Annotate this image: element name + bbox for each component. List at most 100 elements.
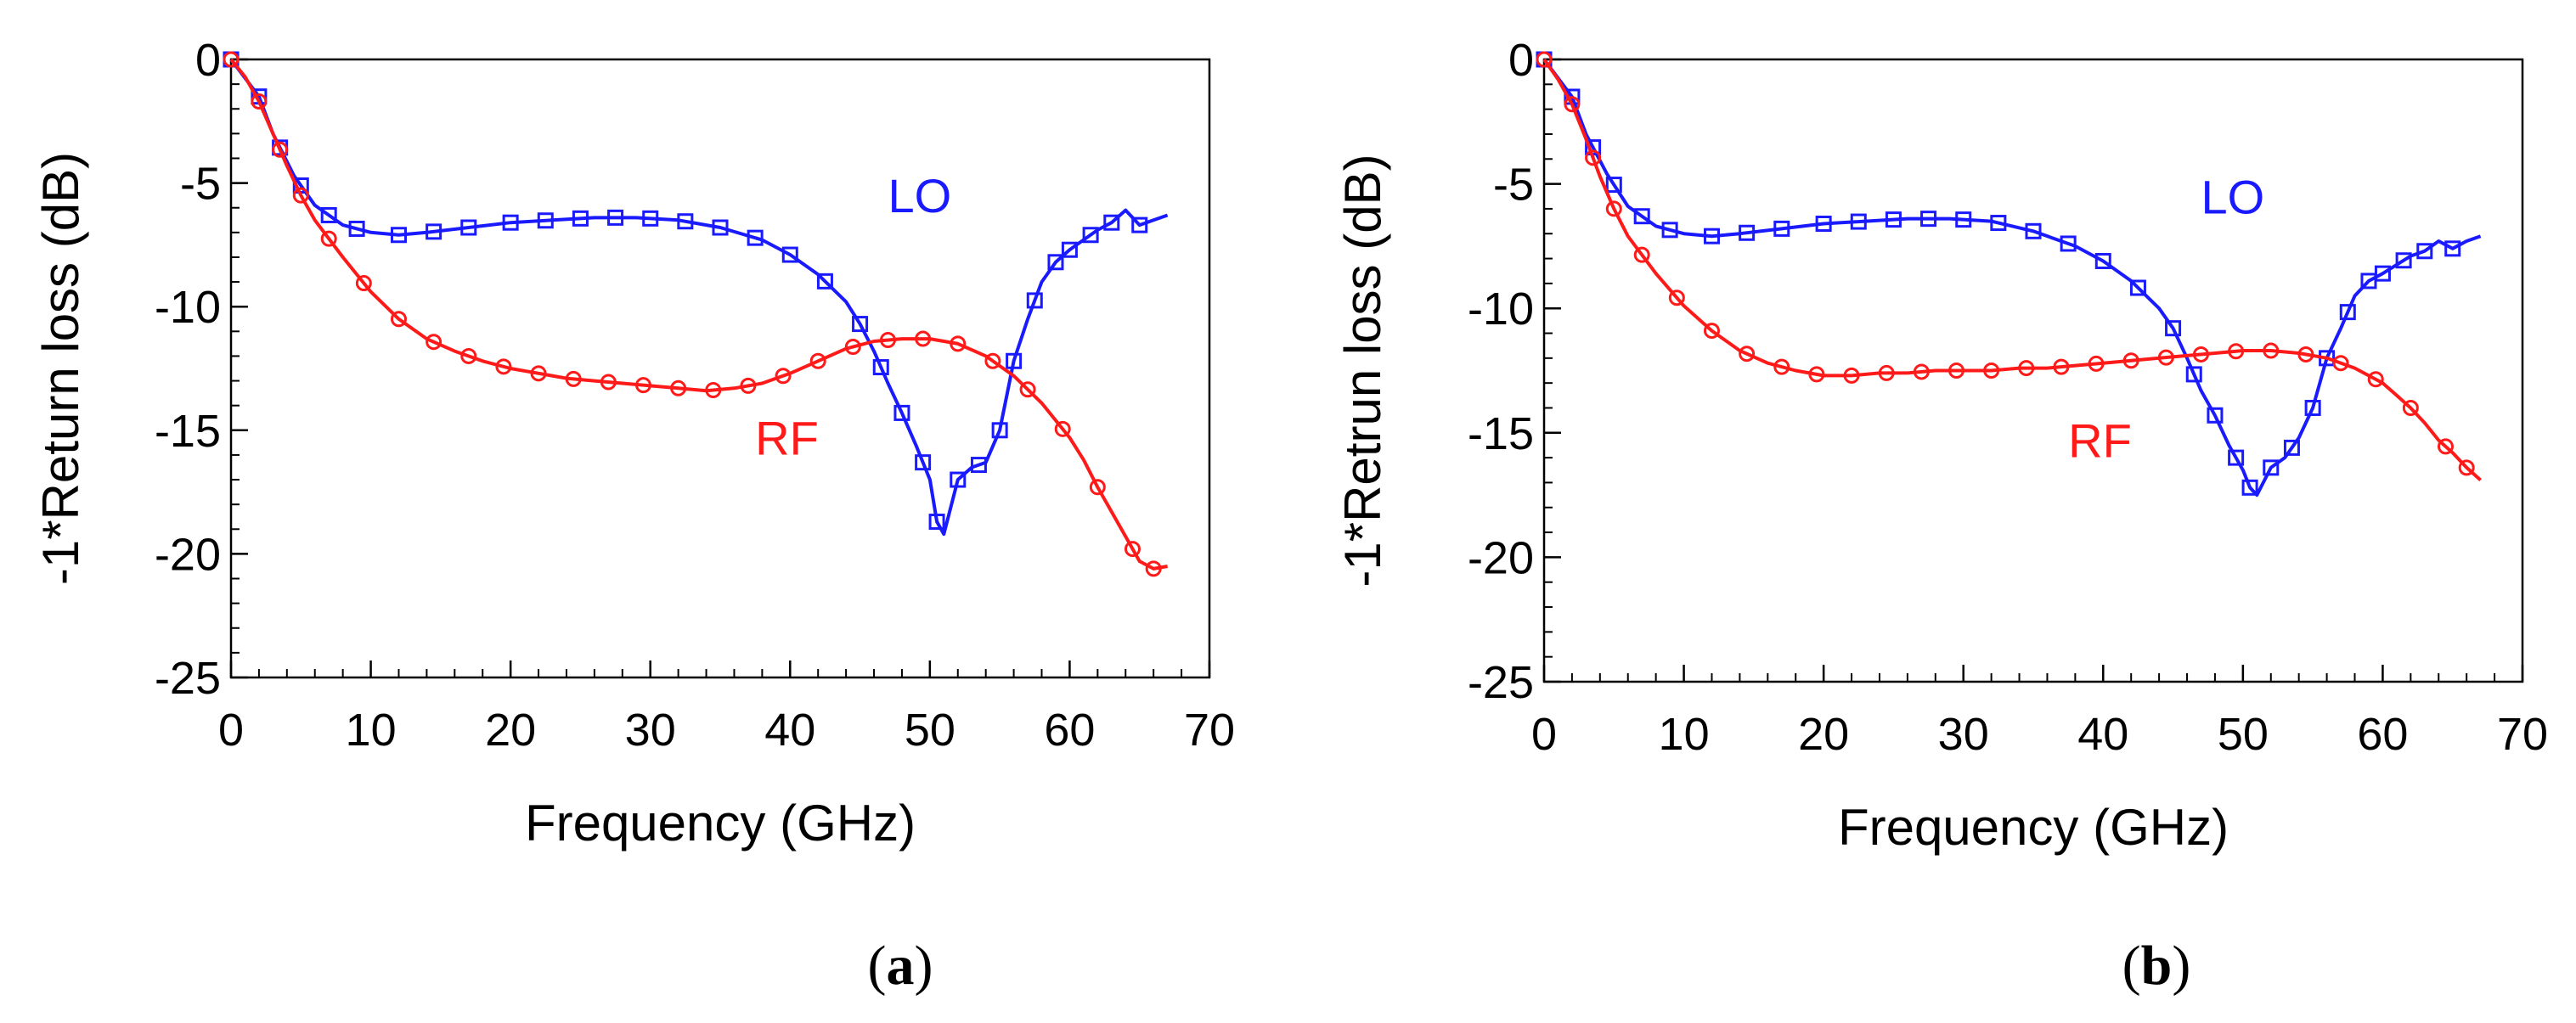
lo-marker: [1131, 216, 1148, 233]
lo-marker: [2283, 439, 2300, 456]
lo-marker: [1103, 214, 1120, 231]
lo-marker: [1082, 227, 1099, 244]
rf-marker: [984, 352, 1001, 369]
rf-marker: [2263, 342, 2280, 359]
x-axis-label: Frequency (GHz): [525, 795, 916, 852]
y-axis-label: -1*Return loss (dB): [32, 152, 89, 585]
chart-panel-a: 0 10 20 30 40 50 60 70 0 -5 -10 -15 -20 -25 Frequency …: [32, 35, 1235, 997]
rf-marker: [1808, 366, 1825, 383]
rf-marker: [670, 379, 687, 396]
rf-marker: [1948, 363, 1964, 379]
y-axis-label: -1*Retrun loss (dB): [1334, 154, 1391, 587]
rf-marker: [2402, 399, 2419, 416]
rf-marker: [1878, 364, 1895, 381]
lo-marker: [2094, 252, 2111, 269]
rf-marker: [1913, 363, 1930, 380]
y-tick-label: -20: [155, 529, 221, 580]
lo-marker: [2025, 222, 2042, 239]
rf-marker: [2458, 459, 2475, 476]
lo-marker: [320, 206, 337, 223]
x-tick-label: 70: [1184, 705, 1235, 756]
rf-marker: [2088, 355, 2105, 372]
lo-marker: [1850, 213, 1867, 230]
lo-marker: [915, 454, 932, 471]
y-tick-label: -5: [1493, 160, 1534, 211]
lo-marker: [1661, 222, 1678, 239]
rf-marker: [460, 347, 477, 364]
rf-marker: [1124, 541, 1141, 558]
lo-marker: [852, 316, 869, 333]
rf-marker: [2367, 371, 2384, 388]
rf-annotation: RF: [755, 412, 819, 465]
y-tick-label: -10: [155, 282, 221, 333]
caption-open-paren: (: [2122, 935, 2141, 997]
rf-marker: [1585, 149, 1602, 166]
rf-marker: [1703, 323, 1720, 340]
lo-marker: [1739, 224, 1756, 241]
lo-marker: [426, 223, 442, 240]
rf-marker: [1089, 479, 1106, 496]
rf-marker: [879, 332, 896, 349]
lo-marker: [2185, 366, 2202, 383]
rf-marker: [1054, 420, 1071, 437]
rf-marker: [2053, 358, 2070, 375]
x-tick-label: 40: [764, 705, 815, 756]
lo-marker: [390, 227, 407, 244]
rf-marker: [1605, 200, 1622, 217]
x-tick-label: 30: [1938, 709, 1989, 760]
y-tick-label: -20: [1468, 532, 1534, 583]
lo-marker: [781, 246, 798, 263]
rf-marker: [809, 352, 826, 369]
lo-marker: [348, 220, 365, 237]
rf-marker: [1564, 96, 1581, 113]
rf-marker: [634, 377, 651, 394]
x-tick-label: 20: [1798, 709, 1849, 760]
x-tick-label: 40: [2077, 709, 2128, 760]
lo-marker: [1006, 352, 1023, 369]
lo-marker: [1920, 211, 1937, 228]
rf-marker: [292, 187, 309, 204]
rf-marker: [272, 141, 289, 158]
lo-marker: [893, 404, 910, 421]
y-tick-label: -15: [1468, 408, 1534, 459]
rf-marker: [355, 275, 372, 292]
lo-marker: [2165, 320, 2182, 337]
rf-marker: [223, 51, 240, 68]
lo-marker: [677, 213, 694, 230]
lo-marker: [2395, 252, 2412, 269]
rf-marker: [600, 374, 617, 391]
rf-marker: [705, 381, 722, 398]
rf-marker: [1843, 367, 1860, 384]
caption-open-paren: (: [867, 935, 887, 997]
lo-marker: [572, 210, 589, 227]
rf-marker: [1633, 246, 1650, 263]
return-loss-chart-a: 0 10 20 30 40 50 60 70 0 -5 -10 -15 -20 -25 Frequency …: [32, 35, 1235, 852]
y-tick-label: 0: [1508, 35, 1534, 86]
x-tick-label: 0: [218, 705, 244, 756]
y-tick-label: -15: [155, 406, 221, 457]
caption-close-paren: ): [2172, 935, 2191, 997]
x-tick-label: 60: [2357, 709, 2408, 760]
lo-marker: [2416, 243, 2433, 260]
caption-close-paren: ): [914, 935, 933, 997]
x-tick-label: 20: [485, 705, 536, 756]
lo-marker: [1633, 208, 1650, 225]
lo-marker: [2207, 407, 2224, 424]
rf-marker: [2018, 360, 2035, 377]
lo-marker: [1605, 177, 1622, 194]
lo-marker: [2374, 265, 2391, 282]
lo-annotation: LO: [888, 169, 951, 222]
plot-frame: [1542, 58, 2524, 683]
lo-marker: [2228, 449, 2245, 466]
lo-marker: [460, 219, 477, 236]
caption-b: (b): [2029, 934, 2284, 998]
rf-marker: [844, 339, 861, 356]
lo-marker: [872, 359, 889, 376]
lo-marker: [991, 422, 1008, 439]
rf-annotation: RF: [2068, 414, 2132, 468]
rf-marker: [775, 368, 792, 385]
rf-marker: [2192, 346, 2209, 363]
lo-marker: [2060, 235, 2077, 252]
lo-marker: [1047, 254, 1064, 271]
lo-annotation: LO: [2201, 170, 2264, 223]
